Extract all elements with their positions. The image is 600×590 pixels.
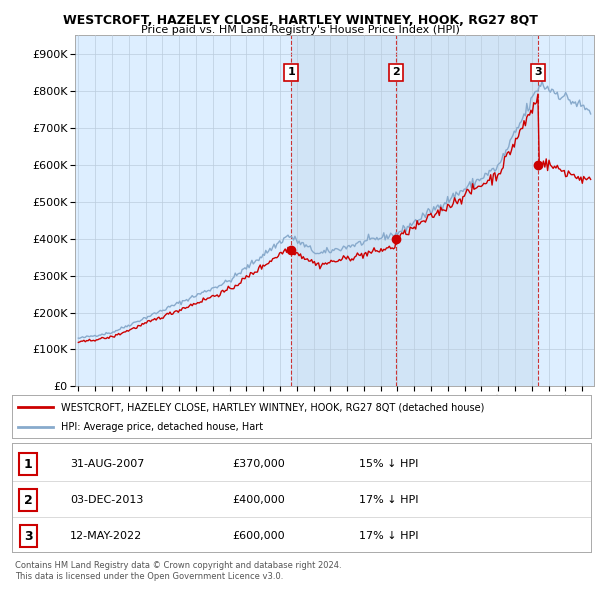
Text: £370,000: £370,000: [232, 460, 285, 469]
Text: Price paid vs. HM Land Registry's House Price Index (HPI): Price paid vs. HM Land Registry's House …: [140, 25, 460, 35]
Text: WESTCROFT, HAZELEY CLOSE, HARTLEY WINTNEY, HOOK, RG27 8QT (detached house): WESTCROFT, HAZELEY CLOSE, HARTLEY WINTNE…: [61, 402, 485, 412]
Text: 1: 1: [287, 67, 295, 77]
Text: £600,000: £600,000: [232, 532, 284, 542]
Bar: [291, 35, 396, 386]
Text: Contains HM Land Registry data © Crown copyright and database right 2024.: Contains HM Land Registry data © Crown c…: [15, 560, 341, 569]
Text: 1: 1: [24, 458, 32, 471]
Text: This data is licensed under the Open Government Licence v3.0.: This data is licensed under the Open Gov…: [15, 572, 283, 581]
Text: WESTCROFT, HAZELEY CLOSE, HARTLEY WINTNEY, HOOK, RG27 8QT: WESTCROFT, HAZELEY CLOSE, HARTLEY WINTNE…: [62, 14, 538, 27]
Text: 2: 2: [24, 494, 32, 507]
Text: 3: 3: [24, 530, 32, 543]
Text: 17% ↓ HPI: 17% ↓ HPI: [359, 532, 419, 542]
Text: 17% ↓ HPI: 17% ↓ HPI: [359, 496, 419, 506]
Text: 2: 2: [392, 67, 400, 77]
Text: 12-MAY-2022: 12-MAY-2022: [70, 532, 142, 542]
Bar: [396, 35, 538, 386]
Text: 31-AUG-2007: 31-AUG-2007: [70, 460, 144, 469]
Text: 03-DEC-2013: 03-DEC-2013: [70, 496, 143, 506]
Text: 3: 3: [534, 67, 542, 77]
Text: £400,000: £400,000: [232, 496, 285, 506]
Text: HPI: Average price, detached house, Hart: HPI: Average price, detached house, Hart: [61, 422, 263, 432]
Text: 15% ↓ HPI: 15% ↓ HPI: [359, 460, 419, 469]
